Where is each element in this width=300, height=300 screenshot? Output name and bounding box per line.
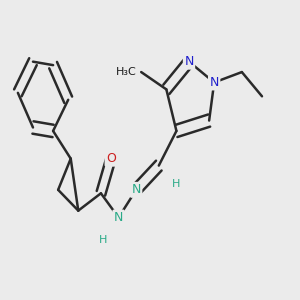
Text: N: N xyxy=(114,211,123,224)
Text: N: N xyxy=(209,76,219,89)
Text: H: H xyxy=(171,179,180,189)
Text: H: H xyxy=(99,235,108,245)
Text: H₃C: H₃C xyxy=(116,67,136,77)
Text: N: N xyxy=(184,55,194,68)
Text: O: O xyxy=(106,152,116,165)
Text: N: N xyxy=(131,183,141,196)
